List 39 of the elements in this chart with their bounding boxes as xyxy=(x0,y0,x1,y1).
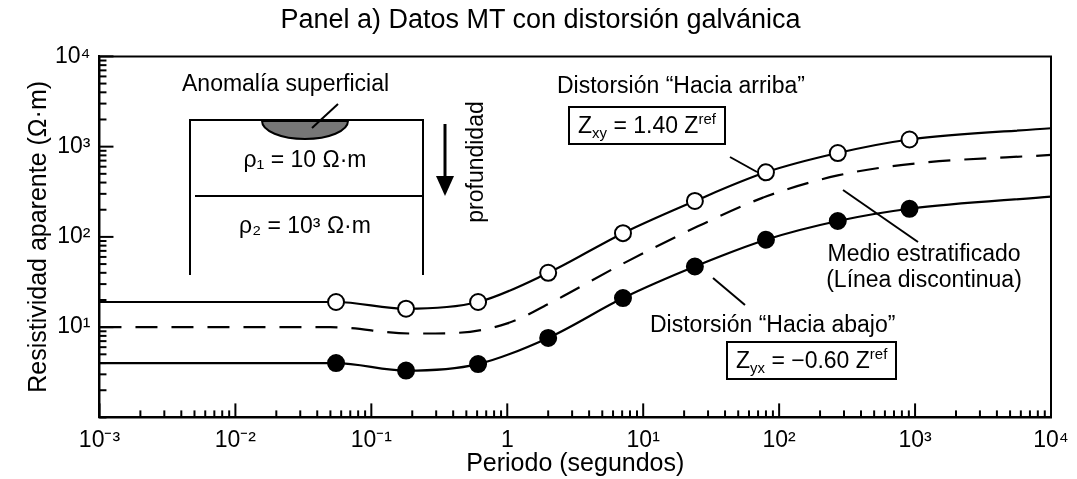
point xyxy=(397,361,416,380)
annotation: Distorsión “Hacia arriba” xyxy=(557,72,805,99)
point xyxy=(469,292,488,311)
annotation: Z$_{xy}$ = 1.40 Z$^{ref}$ xyxy=(568,106,726,146)
annotation: ρ₂ = 10³ Ω·m xyxy=(239,212,371,239)
annotation: ρ₁ = 10 Ω·m xyxy=(243,146,367,173)
annotation: Medio estratificado (Línea discontinua) xyxy=(825,240,1023,293)
point xyxy=(539,328,558,347)
y-tick-label: 10² xyxy=(57,222,91,249)
point xyxy=(327,292,346,311)
point xyxy=(469,355,488,374)
annotation: profundidad xyxy=(461,101,489,223)
x-tick-label: 10³ xyxy=(898,425,933,452)
y-axis-title: Resistividad aparente (Ω·m) xyxy=(22,80,51,393)
point xyxy=(539,263,558,282)
x-tick-label: 10⁻³ xyxy=(78,425,121,452)
point xyxy=(828,144,847,163)
x-tick-label: 10⁴ xyxy=(1033,425,1069,452)
x-tick-label: 10⁻¹ xyxy=(350,425,393,452)
annotation: Distorsión “Hacia abajo” xyxy=(650,311,896,338)
point xyxy=(613,224,632,243)
y-tick-label: 10³ xyxy=(57,131,91,158)
point xyxy=(900,199,919,218)
y-tick-label: 10¹ xyxy=(57,312,91,339)
point xyxy=(397,299,416,318)
point xyxy=(828,212,847,231)
annotation: Z$_{yx}$ = −0.60 Z$^{ref}$ xyxy=(726,341,898,381)
point xyxy=(900,130,919,149)
point xyxy=(756,230,775,249)
x-tick-label: 10² xyxy=(762,425,797,452)
point xyxy=(685,191,704,210)
annotation: Anomalía superficial xyxy=(182,70,390,97)
point xyxy=(327,354,346,373)
point xyxy=(685,257,704,276)
x-tick-label: 10⁻² xyxy=(214,425,257,452)
point xyxy=(756,163,775,182)
y-tick-label: 10⁴ xyxy=(55,41,91,68)
chart-title: Panel a) Datos MT con distorsión galvánica xyxy=(280,3,802,34)
point xyxy=(613,289,632,308)
